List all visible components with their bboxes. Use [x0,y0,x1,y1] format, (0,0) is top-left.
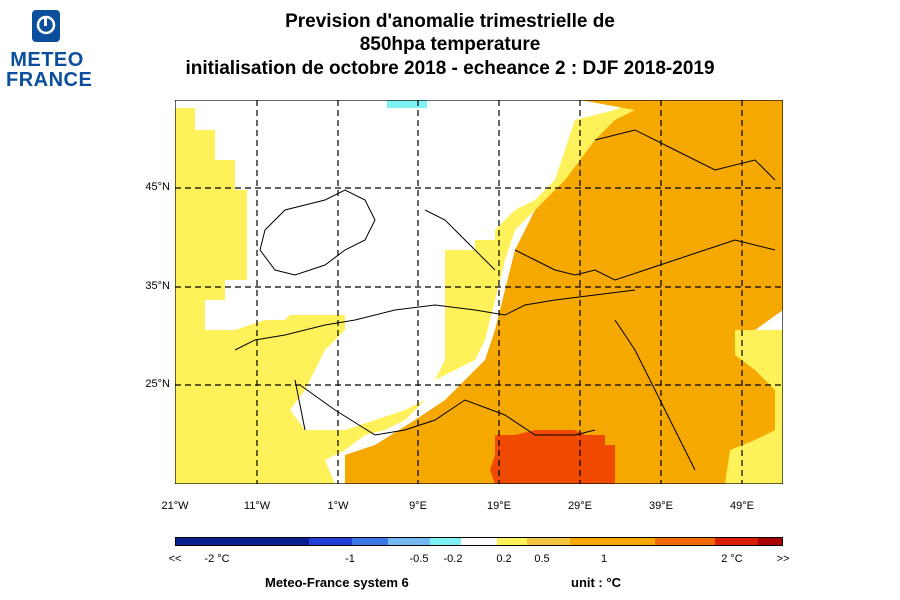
colorbar-segment [757,538,782,545]
x-tick-19e: 19°E [487,500,511,512]
x-tick-11w: 11°W [243,500,271,512]
colorbar-label-p2: 2 °C [721,553,743,565]
colorbar-segment [497,538,528,545]
colorbar-segment [569,538,655,545]
title-line2: 850hpa temperature [359,34,541,55]
logo-emblem-icon [32,10,60,42]
meteo-france-logo: METEO FRANCE [6,10,93,91]
colorbar-segment [715,538,758,545]
colorbar-segment [309,538,352,545]
logo-text-line1: METEO [10,49,84,71]
anomaly-map [174,99,784,485]
colorbar-label-p05: 0.5 [534,553,550,565]
x-tick-21w: 21°W [161,500,189,512]
colorbar-label-p1: 1 [600,553,608,565]
colorbar-segment [527,538,570,545]
colorbar-segment [654,538,716,545]
colorbar-label-p02: 0.2 [496,553,512,565]
colorbar-label-m2: -2 °C [204,553,230,565]
colorbar-segment [388,538,431,545]
y-tick-45n: 45°N [145,181,170,193]
colorbar-segment [430,538,461,545]
y-tick-35n: 35°N [145,280,170,292]
x-tick-39e: 39°E [649,500,673,512]
colorbar-label-min: << [168,553,182,565]
footer-system: Meteo-France system 6 [265,575,409,590]
logo-text-line2: FRANCE [6,69,93,91]
title-line1: Prevision d'anomalie trimestrielle de [285,11,615,32]
footer-unit: unit : °C [571,575,621,590]
colorbar-segment [176,538,310,545]
colorbar [175,537,783,546]
colorbar-segment [460,538,498,545]
y-tick-25n: 25°N [145,378,170,390]
colorbar-segment [351,538,389,545]
x-tick-9e: 9°E [409,500,427,512]
x-tick-49e: 49°E [730,500,754,512]
colorbar-label-max: >> [776,553,790,565]
title-line3: initialisation de octobre 2018 - echeanc… [185,58,715,79]
map-svg [174,99,784,485]
colorbar-label-m1: -1 [345,553,355,565]
x-tick-1w: 1°W [327,500,349,512]
x-tick-29e: 29°E [568,500,592,512]
colorbar-label-m05: -0.5 [409,553,429,565]
colorbar-label-m02: -0.2 [443,553,463,565]
